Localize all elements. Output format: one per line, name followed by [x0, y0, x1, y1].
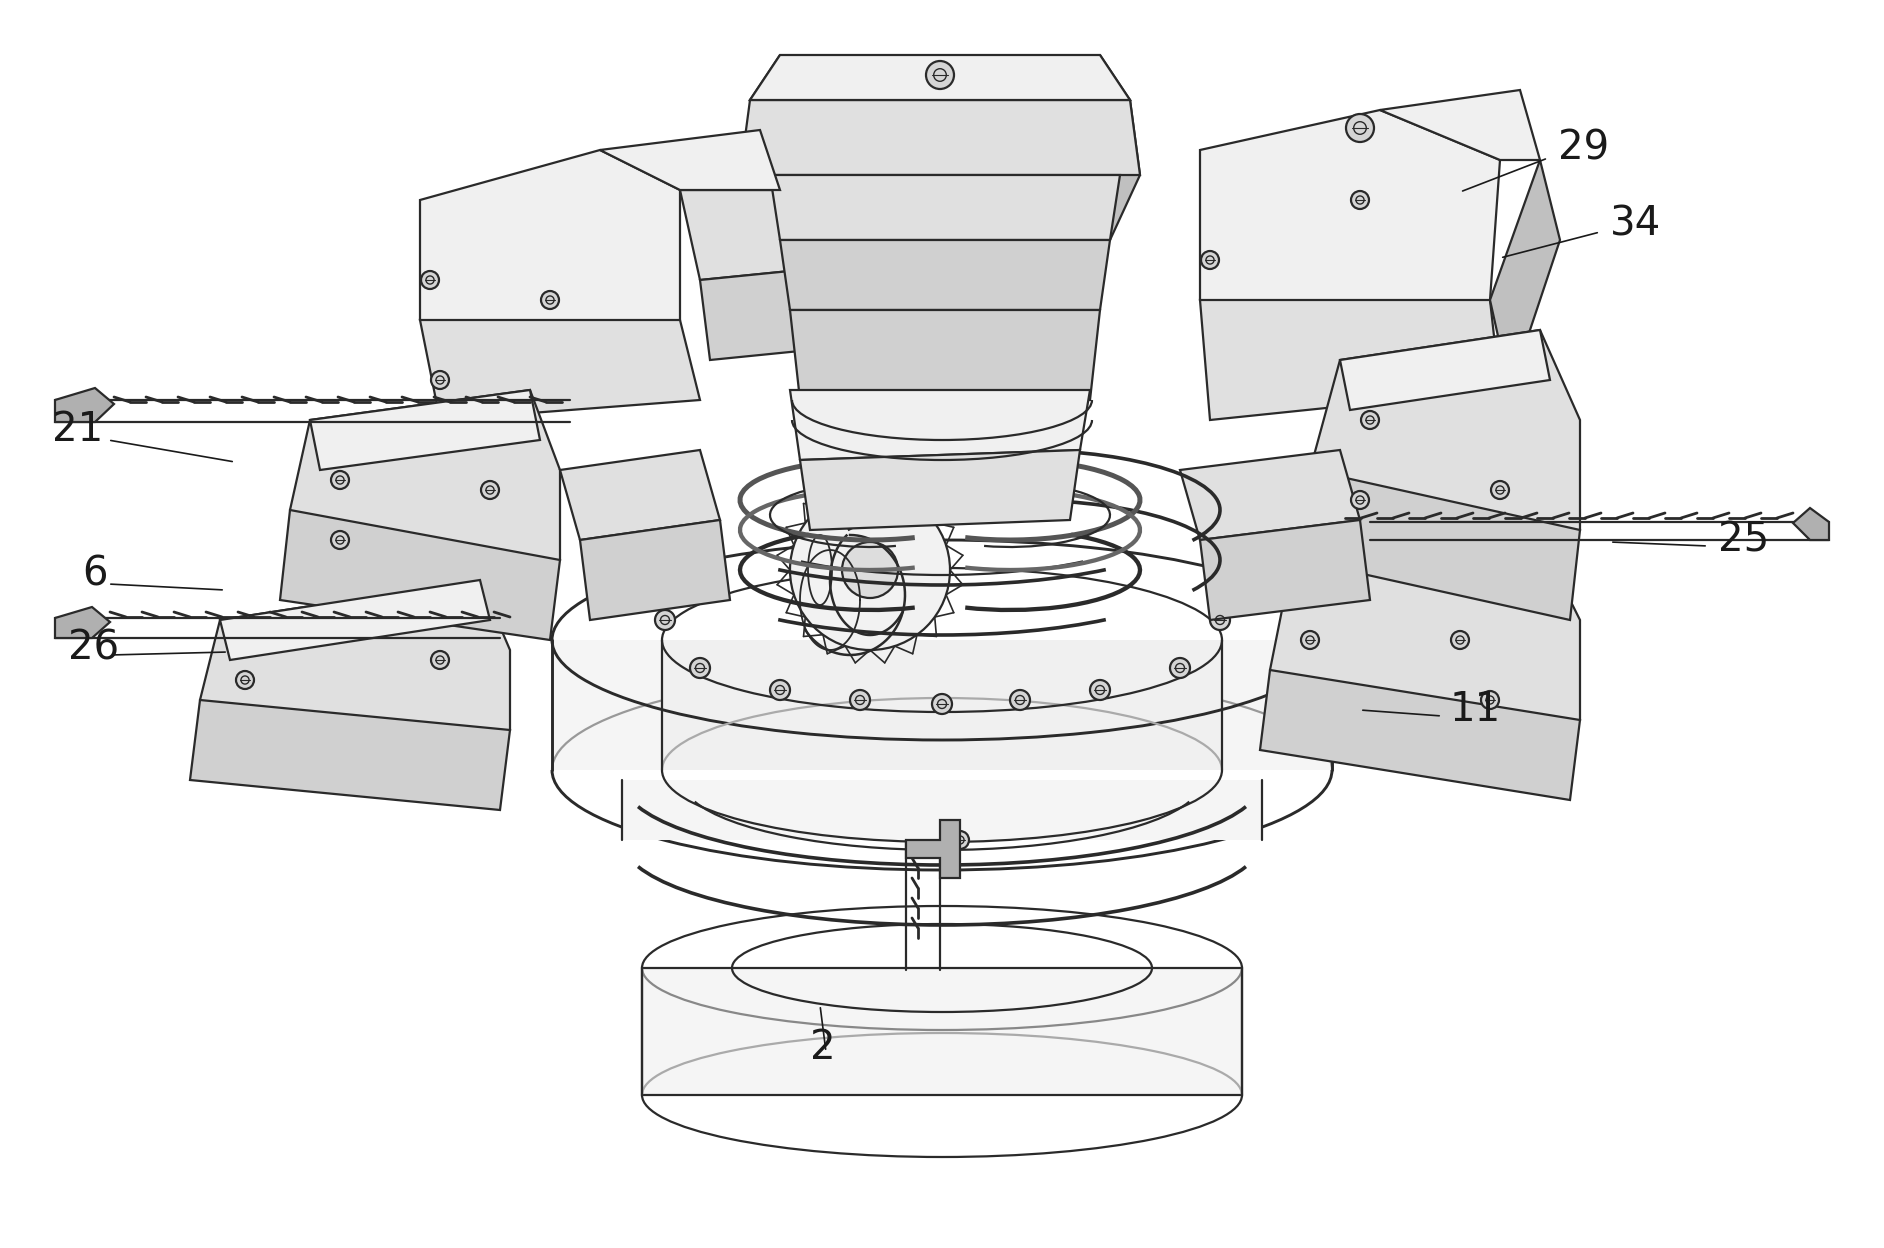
Text: 11: 11 — [1451, 690, 1502, 730]
Polygon shape — [599, 130, 780, 190]
Circle shape — [1200, 251, 1219, 270]
Circle shape — [541, 291, 560, 310]
Text: 2: 2 — [810, 1028, 836, 1068]
Circle shape — [1351, 490, 1370, 509]
Polygon shape — [1379, 90, 1539, 160]
Text: 6: 6 — [83, 555, 107, 595]
Polygon shape — [1200, 110, 1500, 339]
Circle shape — [1210, 610, 1230, 630]
Polygon shape — [780, 240, 1110, 310]
Circle shape — [480, 480, 499, 499]
Polygon shape — [1270, 540, 1581, 750]
Circle shape — [771, 680, 789, 700]
Circle shape — [1345, 114, 1373, 142]
Circle shape — [1010, 690, 1031, 710]
Polygon shape — [420, 319, 701, 421]
Circle shape — [933, 694, 951, 714]
Polygon shape — [906, 820, 961, 879]
Circle shape — [236, 671, 254, 689]
Polygon shape — [290, 389, 560, 590]
Polygon shape — [1200, 300, 1500, 421]
Polygon shape — [1260, 670, 1581, 800]
Polygon shape — [560, 451, 720, 540]
Polygon shape — [789, 310, 1100, 401]
Polygon shape — [55, 388, 115, 422]
Circle shape — [431, 651, 448, 669]
Polygon shape — [750, 55, 780, 240]
Circle shape — [1481, 691, 1500, 709]
Polygon shape — [701, 270, 810, 359]
Circle shape — [1351, 191, 1370, 208]
Polygon shape — [750, 55, 1130, 100]
Circle shape — [690, 658, 710, 678]
Polygon shape — [311, 389, 541, 470]
Circle shape — [1170, 658, 1191, 678]
Polygon shape — [661, 640, 1223, 770]
Polygon shape — [1200, 520, 1370, 620]
Text: 26: 26 — [68, 628, 119, 668]
Circle shape — [842, 542, 899, 598]
Polygon shape — [200, 580, 511, 770]
Text: 34: 34 — [1611, 205, 1662, 245]
Text: 21: 21 — [53, 411, 104, 451]
Polygon shape — [801, 451, 1080, 530]
Polygon shape — [789, 389, 1091, 461]
Polygon shape — [580, 520, 729, 620]
Circle shape — [656, 610, 674, 630]
Circle shape — [332, 530, 349, 549]
Polygon shape — [55, 607, 109, 638]
Text: 29: 29 — [1558, 129, 1609, 168]
Circle shape — [1451, 631, 1470, 649]
Polygon shape — [1794, 508, 1829, 540]
Circle shape — [850, 690, 870, 710]
Polygon shape — [1100, 55, 1140, 240]
Polygon shape — [420, 150, 680, 359]
Circle shape — [1302, 631, 1319, 649]
Circle shape — [420, 271, 439, 290]
Circle shape — [431, 371, 448, 389]
Polygon shape — [642, 968, 1242, 1094]
Circle shape — [927, 61, 953, 89]
Polygon shape — [552, 640, 1332, 770]
Polygon shape — [1309, 329, 1581, 560]
Polygon shape — [1490, 160, 1560, 389]
Circle shape — [1091, 680, 1110, 700]
Polygon shape — [220, 580, 490, 660]
Polygon shape — [1340, 329, 1551, 411]
Polygon shape — [622, 780, 1262, 840]
Circle shape — [951, 831, 968, 849]
Circle shape — [1360, 411, 1379, 429]
Circle shape — [332, 470, 349, 489]
Polygon shape — [771, 175, 1119, 240]
Text: 25: 25 — [1718, 520, 1769, 560]
Polygon shape — [680, 190, 801, 280]
Polygon shape — [190, 700, 511, 810]
Polygon shape — [1179, 451, 1360, 540]
Polygon shape — [1300, 470, 1581, 620]
Polygon shape — [281, 510, 560, 640]
Polygon shape — [740, 100, 1140, 175]
Circle shape — [789, 490, 950, 650]
Circle shape — [1490, 480, 1509, 499]
